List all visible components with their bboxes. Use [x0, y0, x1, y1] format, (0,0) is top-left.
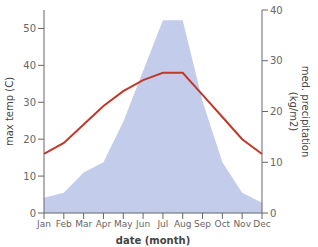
svg-text:May: May [114, 219, 133, 229]
svg-text:Nov: Nov [233, 219, 251, 229]
svg-text:20: 20 [270, 106, 283, 117]
svg-text:max temp (C): max temp (C) [8, 77, 15, 146]
svg-text:40: 40 [23, 60, 36, 71]
svg-text:0: 0 [270, 208, 276, 219]
svg-text:Apr: Apr [96, 219, 112, 229]
svg-text:Jul: Jul [156, 219, 168, 229]
svg-text:10: 10 [270, 157, 283, 168]
svg-text:med. precipitation(kg/m2): med. precipitation(kg/m2) [289, 66, 311, 158]
svg-text:Jun: Jun [135, 219, 150, 229]
svg-text:Mar: Mar [75, 219, 92, 229]
svg-text:date (month): date (month) [116, 235, 190, 246]
svg-text:10: 10 [23, 171, 36, 182]
svg-text:20: 20 [23, 134, 36, 145]
svg-text:0: 0 [30, 208, 36, 219]
svg-text:Feb: Feb [56, 219, 72, 229]
svg-text:30: 30 [270, 55, 283, 66]
svg-text:Jan: Jan [36, 219, 51, 229]
svg-text:50: 50 [23, 23, 36, 34]
svg-text:40: 40 [270, 5, 283, 16]
svg-text:Sep: Sep [194, 219, 211, 229]
svg-text:30: 30 [23, 97, 36, 108]
svg-text:Aug: Aug [174, 219, 192, 229]
svg-text:Dec: Dec [253, 219, 270, 229]
svg-text:Oct: Oct [215, 219, 231, 229]
